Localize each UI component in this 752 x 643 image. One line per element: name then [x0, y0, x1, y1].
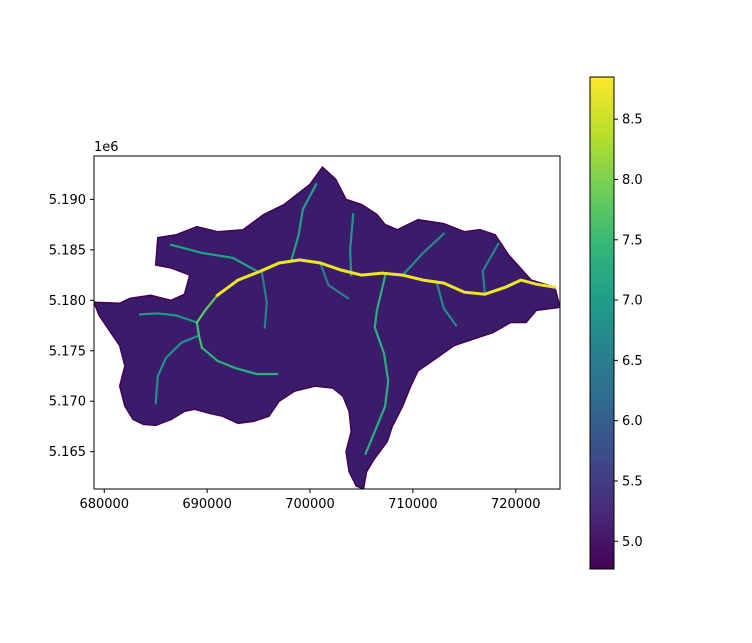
- y-tick-label-5: 5.190: [49, 193, 86, 208]
- stream-channel-8: [169, 243, 261, 274]
- colorbar-tick-label-7: 8.5: [622, 113, 643, 128]
- stream-channel-10: [200, 346, 279, 376]
- x-tick-label-4: 720000: [491, 497, 541, 512]
- colorbar-tick-label-0: 5.0: [622, 535, 643, 550]
- y-tick-label-2: 5.175: [49, 344, 86, 359]
- stream-channel-14: [215, 258, 557, 298]
- colorbar-tick-label-3: 6.5: [622, 354, 643, 369]
- x-tick-label-2: 700000: [285, 497, 335, 512]
- y-tick-label-3: 5.180: [49, 294, 86, 309]
- colorbar: [589, 76, 615, 570]
- colorbar-tick-label-5: 7.5: [622, 233, 643, 248]
- plot-frame: [93, 155, 561, 490]
- x-tick-label-1: 690000: [182, 497, 232, 512]
- y-axis: 5.165 5.170 5.175 5.180 5.185 5.190: [49, 193, 94, 460]
- stream-channel-9: [290, 182, 318, 262]
- stream-channel-0: [260, 269, 268, 329]
- x-axis: 680000 690000 700000 710000 720000: [79, 489, 541, 512]
- stream-channel-2: [481, 242, 500, 296]
- colorbar-tick-label-6: 8.0: [622, 173, 643, 188]
- x-tick-label-0: 680000: [79, 497, 129, 512]
- colorbar-tick-label-2: 6.0: [622, 414, 643, 429]
- y-tick-label-4: 5.185: [49, 243, 86, 258]
- stream-channel-6: [139, 312, 199, 324]
- raster-plot: [94, 165, 560, 489]
- y-tick-label-0: 5.165: [49, 445, 86, 460]
- stream-channel-5: [154, 334, 201, 405]
- colorbar-tick-label-1: 5.5: [622, 474, 643, 489]
- stream-channel-4: [401, 232, 446, 277]
- colorbar-tick-label-4: 7.0: [622, 294, 643, 309]
- stream-channel-11: [364, 274, 390, 456]
- stream-channel-7: [348, 213, 355, 277]
- stream-channel-3: [435, 280, 458, 328]
- y-tick-label-1: 5.170: [49, 395, 86, 410]
- colorbar-axis: 5.0 5.5 6.0 6.5 7.0 7.5 8.0 8.5: [614, 113, 643, 550]
- x-tick-label-3: 710000: [388, 497, 438, 512]
- stream-channel-13: [195, 293, 219, 325]
- y-offset-label: 1e6: [94, 140, 119, 155]
- watershed-area: [94, 165, 560, 489]
- stream-channel-1: [318, 261, 350, 300]
- stream-channel-12: [195, 321, 204, 350]
